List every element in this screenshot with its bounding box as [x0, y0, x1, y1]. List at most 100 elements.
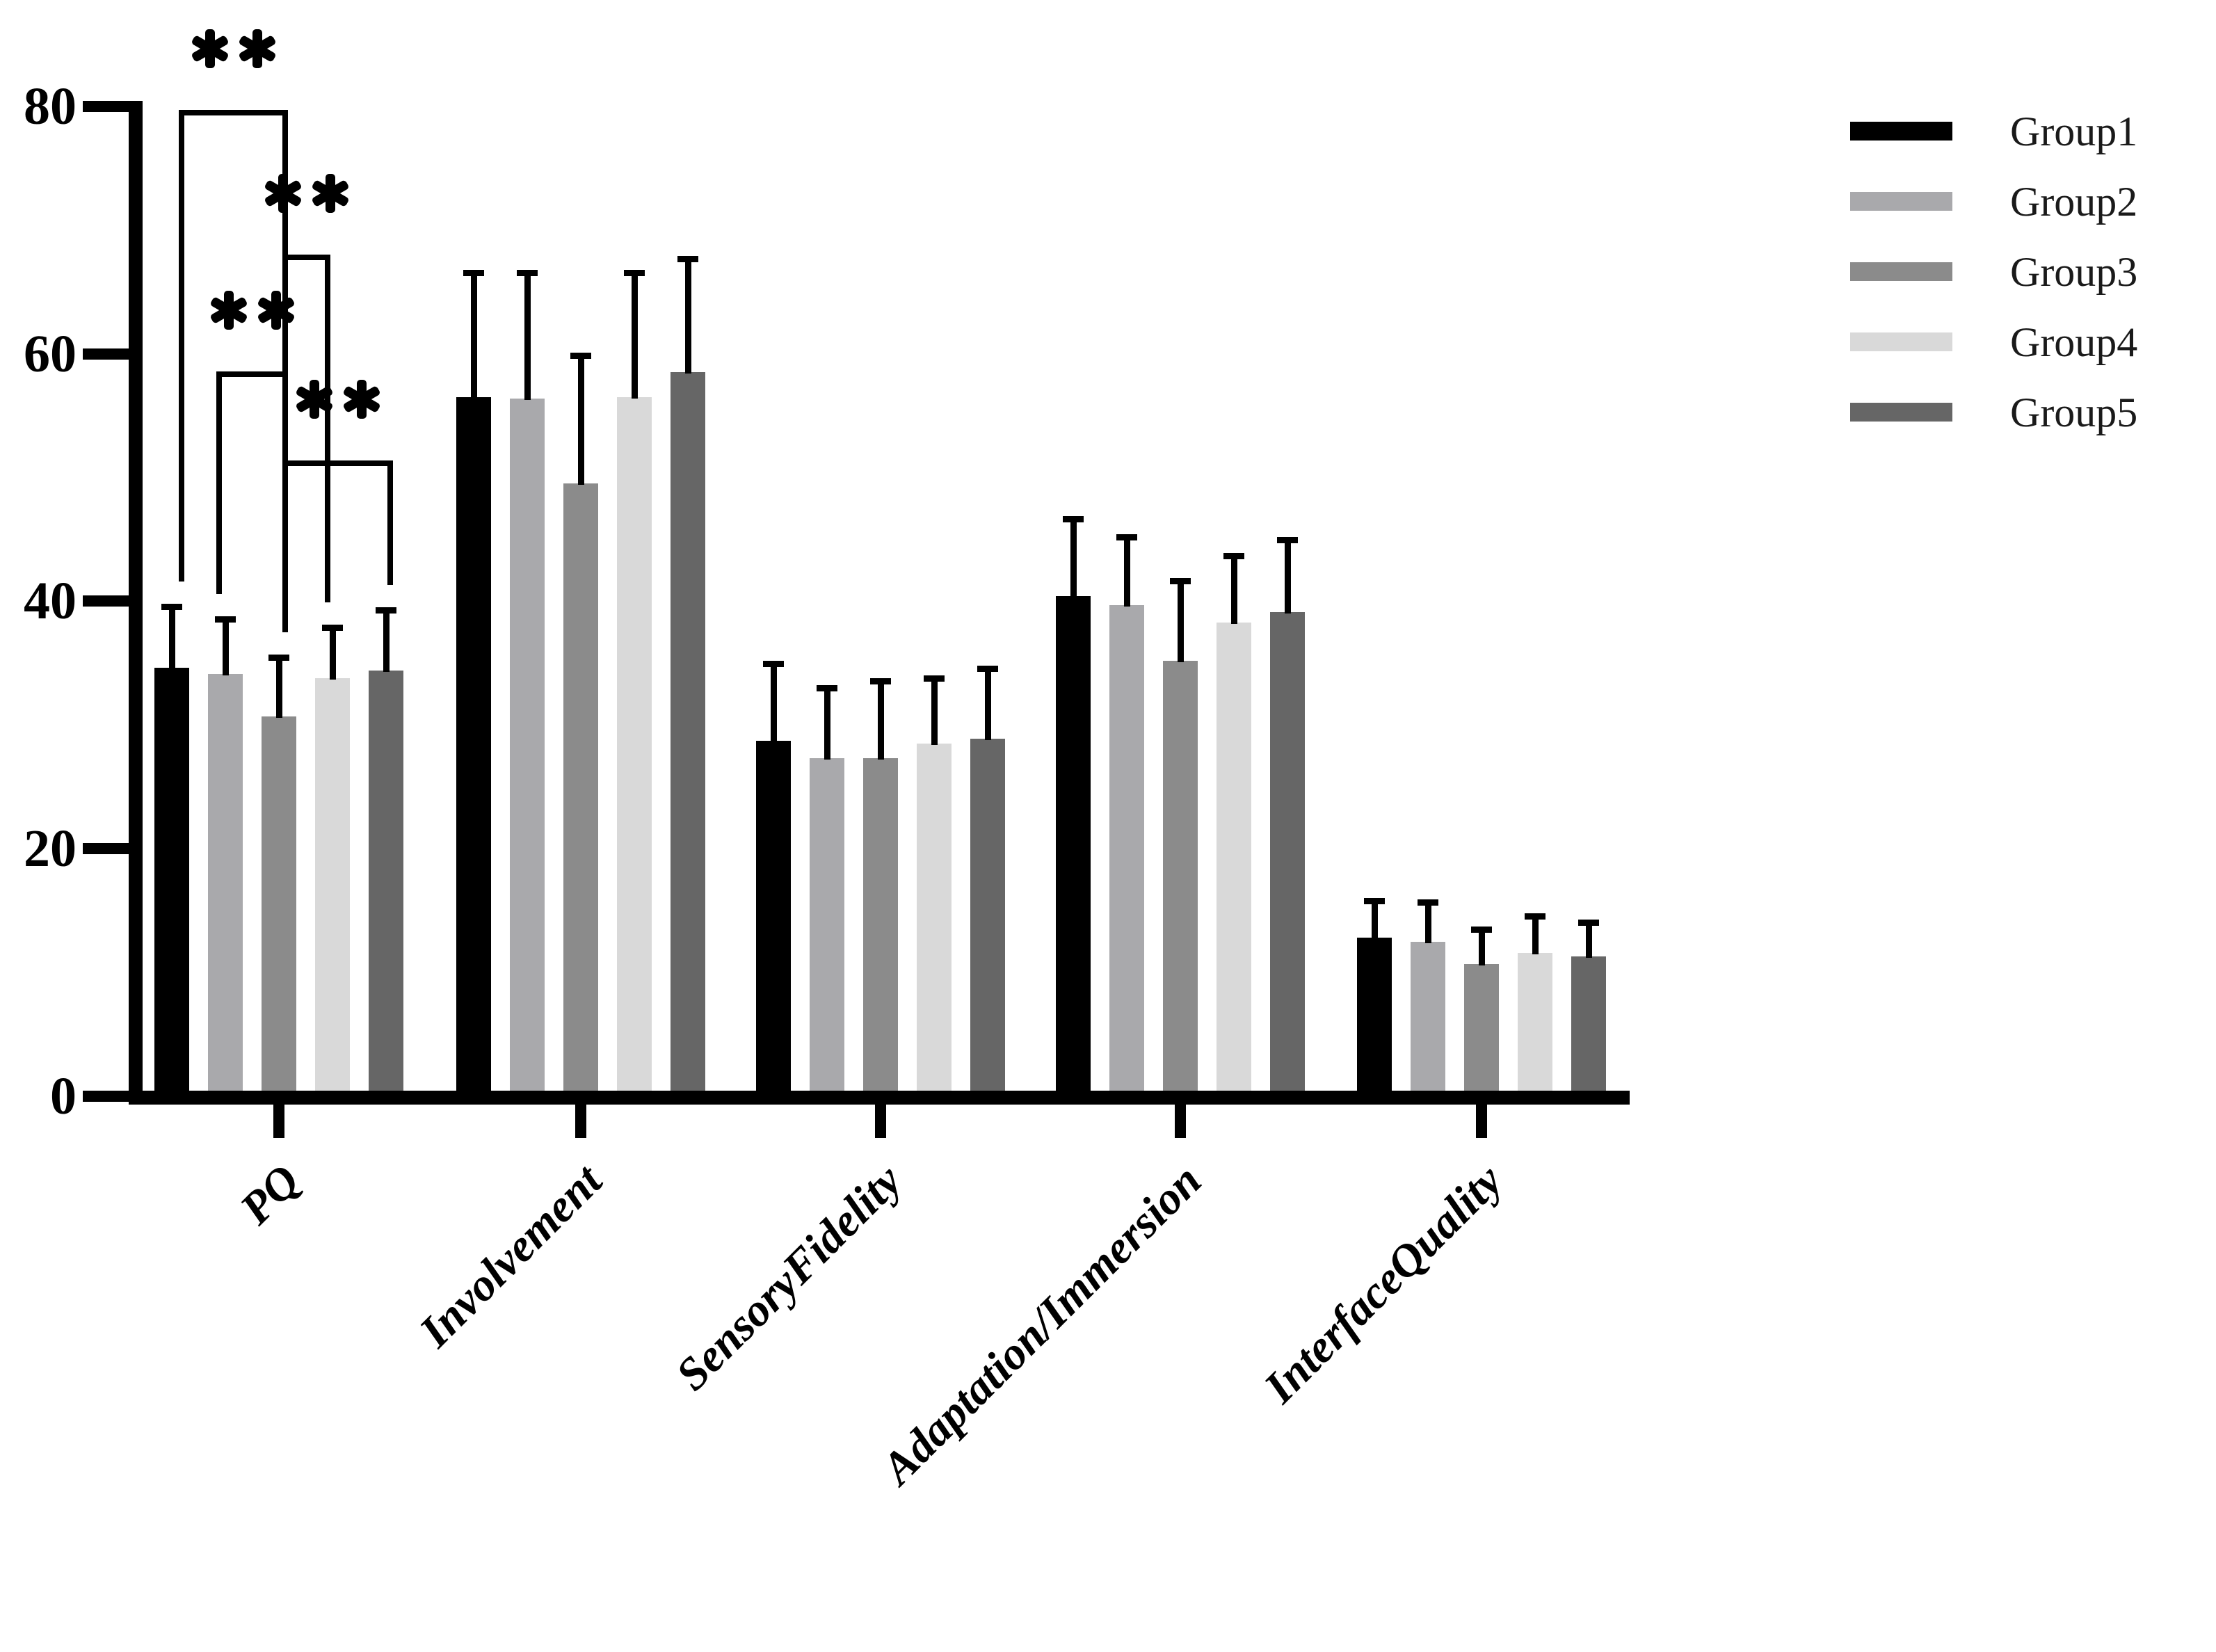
legend-label-group5: Group5 — [2010, 390, 2138, 435]
error-bar-stem — [577, 358, 584, 485]
error-bar-stem — [684, 261, 691, 374]
x-tick — [273, 1105, 284, 1138]
significance-bracket — [282, 460, 393, 466]
bar-group2-0 — [208, 674, 243, 1091]
error-bar-stem — [168, 609, 175, 669]
bar-group5-0 — [369, 671, 403, 1091]
legend-swatch-group3 — [1850, 262, 1952, 281]
error-bar-stem — [1284, 542, 1291, 614]
bracket-drop-right — [387, 460, 393, 585]
x-axis-label-2: SensoryFidelity — [666, 1155, 912, 1400]
error-bar-stem — [1424, 904, 1431, 943]
bar-group5-4 — [1571, 956, 1606, 1091]
legend-label-group4: Group4 — [2010, 319, 2138, 365]
error-bar-cap — [817, 685, 837, 691]
error-bar-cap — [1418, 899, 1438, 906]
error-bar-cap — [1063, 516, 1084, 522]
error-bar-cap — [322, 625, 343, 631]
error-bar-cap — [1525, 913, 1545, 920]
error-bar-cap — [376, 607, 396, 614]
y-tick-label: 40 — [24, 572, 77, 630]
legend-label-group1: Group1 — [2010, 109, 2138, 154]
bar-group2-3 — [1109, 605, 1144, 1091]
x-axis-label-3: Adaptation/Immersion — [872, 1155, 1212, 1494]
legend-swatch-group1 — [1850, 122, 1952, 141]
error-bar-cap — [268, 655, 289, 661]
significance-stars-icon — [210, 291, 294, 330]
error-bar-stem — [222, 621, 229, 675]
error-bar-cap — [677, 256, 698, 262]
error-bar-cap — [1170, 578, 1191, 584]
significance-stars-icon — [264, 174, 348, 213]
error-bar-stem — [1070, 521, 1077, 598]
bar-group4-0 — [315, 678, 350, 1091]
bracket-drop-left — [216, 371, 222, 594]
y-tick-label: 80 — [24, 77, 77, 136]
error-bar-cap — [570, 353, 591, 359]
error-bar-stem — [877, 683, 884, 760]
error-bar-stem — [1371, 903, 1378, 939]
significance-bracket — [282, 255, 330, 260]
error-bar-cap — [624, 270, 645, 276]
error-bar-cap — [215, 616, 236, 623]
error-bar-cap — [763, 661, 784, 667]
bracket-drop-left — [179, 110, 184, 582]
legend-swatch-group5 — [1850, 403, 1952, 422]
y-tick-label: 0 — [50, 1067, 77, 1125]
bar-group4-2 — [917, 744, 952, 1091]
error-bar-cap — [1223, 553, 1244, 559]
error-bar-cap — [1364, 898, 1385, 904]
error-bar-cap — [463, 270, 484, 276]
error-bar-cap — [1116, 534, 1137, 540]
bar-group4-4 — [1518, 953, 1552, 1091]
x-tick — [575, 1105, 586, 1138]
legend: Group1 Group2 Group3 Group4 Group5 — [1836, 97, 2216, 459]
error-bar-stem — [770, 666, 777, 742]
error-bar-stem — [329, 629, 336, 680]
bar-group1-4 — [1357, 938, 1392, 1091]
significance-bracket — [179, 110, 288, 115]
error-bar-stem — [470, 275, 477, 399]
y-tick — [83, 348, 129, 360]
x-tick — [1175, 1105, 1186, 1138]
legend-swatch-group2 — [1850, 192, 1952, 211]
bracket-drop-left — [282, 460, 288, 632]
legend-label-group3: Group3 — [2010, 249, 2138, 295]
error-bar-stem — [824, 690, 830, 760]
bar-group2-2 — [810, 758, 844, 1091]
bar-group4-3 — [1217, 623, 1251, 1091]
error-bar-stem — [631, 275, 638, 399]
bar-group1-2 — [756, 741, 791, 1091]
y-tick-label: 60 — [24, 325, 77, 383]
y-tick — [83, 1091, 129, 1102]
bar-group1-1 — [456, 397, 491, 1091]
significance-stars-icon — [296, 380, 380, 419]
bar-group2-1 — [510, 399, 545, 1091]
error-bar-stem — [1177, 583, 1184, 662]
error-bar-cap — [870, 678, 891, 684]
error-bar-cap — [1277, 537, 1298, 543]
y-axis-line — [129, 101, 143, 1105]
y-tick — [83, 101, 129, 112]
significance-bracket — [216, 371, 288, 377]
x-tick — [1476, 1105, 1487, 1138]
y-tick-label: 20 — [24, 819, 77, 878]
bar-group1-0 — [154, 668, 189, 1091]
bar-group3-4 — [1464, 964, 1499, 1091]
error-bar-stem — [1230, 558, 1237, 624]
x-axis-label-1: Involvement — [410, 1155, 612, 1357]
x-axis-line — [129, 1091, 1630, 1105]
error-bar-cap — [924, 675, 945, 682]
error-bar-stem — [1478, 931, 1485, 965]
bar-group3-1 — [563, 483, 598, 1091]
x-axis-label-4: InterfaceQuality — [1254, 1155, 1513, 1413]
bar-group3-0 — [262, 716, 296, 1091]
bar-group5-3 — [1270, 612, 1305, 1091]
legend-label-group2: Group2 — [2010, 179, 2138, 225]
bar-group5-2 — [970, 739, 1005, 1091]
error-bar-cap — [517, 270, 538, 276]
bar-group3-3 — [1163, 661, 1198, 1091]
error-bar-stem — [1532, 918, 1539, 954]
